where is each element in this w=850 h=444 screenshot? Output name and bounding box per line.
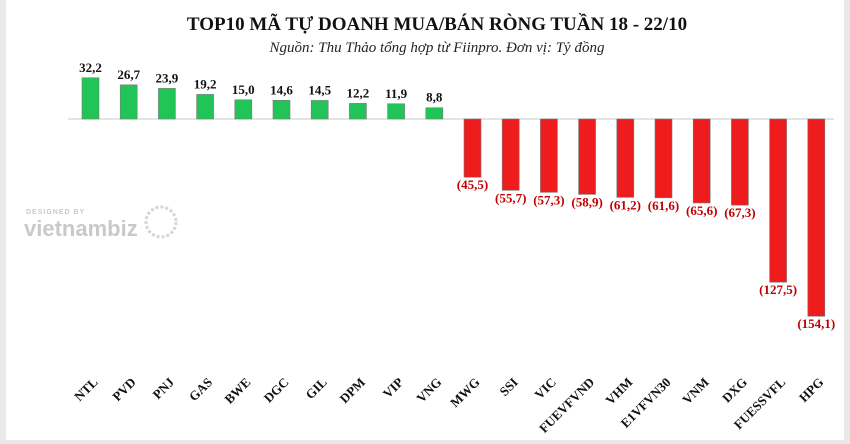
x-tick-label-hpg: HPG	[796, 375, 827, 406]
bar-pnj	[158, 88, 176, 120]
x-tick-label-ssi: SSI	[496, 375, 520, 399]
x-tick-label-gil: GIL	[302, 374, 330, 402]
x-tick-label-vhm: VHM	[602, 375, 635, 408]
bar-vip	[387, 103, 405, 120]
x-tick-label-bwe: BWE	[221, 375, 253, 407]
data-label-gas: 19,2	[194, 76, 217, 91]
data-label-vnm: (65,6)	[686, 203, 717, 218]
chart-card: TOP10 MÃ TỰ DOANH MUA/BÁN RÒNG TUẦN 18 -…	[6, 0, 844, 440]
data-label-gil: 14,5	[308, 82, 331, 97]
x-tick-label-vip: VIP	[380, 374, 406, 400]
chart-title: TOP10 MÃ TỰ DOANH MUA/BÁN RÒNG TUẦN 18 -…	[187, 13, 687, 35]
x-tick-label-dxg: DXG	[719, 375, 750, 406]
bar-dgc	[272, 100, 291, 120]
bar-bwe	[234, 99, 253, 120]
bar-vnm	[692, 118, 711, 204]
data-label-pvd: 26,7	[117, 67, 140, 82]
bar-vhm	[616, 118, 635, 198]
bar-pvd	[119, 84, 138, 120]
x-tick-label-mwg: MWG	[447, 375, 483, 411]
data-label-vip: 11,9	[385, 86, 408, 101]
x-tick-label-vnm: VNM	[679, 375, 712, 408]
x-tick-label-vic: VIC	[532, 375, 559, 402]
data-label-dxg: (67,3)	[724, 205, 755, 220]
bar-mwg	[463, 118, 482, 178]
x-tick-label-pnj: PNJ	[150, 374, 178, 402]
bar-ssi	[501, 118, 520, 191]
bar-e1vfvn30	[654, 118, 673, 199]
bar-dxg	[731, 118, 749, 206]
data-label-dpm: 12,2	[347, 85, 370, 100]
data-label-e1vfvn30: (61,6)	[648, 198, 679, 213]
data-label-vhm: (61,2)	[610, 197, 641, 212]
bar-hpg	[807, 118, 826, 317]
data-label-bwe: 15,0	[232, 82, 255, 97]
watermark-top: DESIGNED BY	[26, 209, 85, 216]
bar-vic	[540, 118, 558, 193]
watermark-ring	[144, 205, 178, 239]
chart-subtitle: Nguồn: Thu Thảo tổng hợp từ Fiinpro. Đơn…	[269, 40, 605, 56]
x-tick-label-gas: GAS	[186, 375, 216, 405]
bar-fuevfvnd	[578, 118, 596, 195]
x-tick-label-pvd: PVD	[109, 375, 138, 404]
watermark: DESIGNED BY vietnambiz	[24, 205, 178, 241]
x-tick-label-ntl: NTL	[71, 374, 101, 404]
bar-ntl	[81, 77, 100, 120]
bar-fuessvfl	[769, 118, 787, 283]
bars-group: 32,2 NTL 26,7 PVD 23,9 PNJ 19,2 GAS 15,0 BWE 14,6 D…	[71, 60, 835, 436]
data-label-pnj: 23,9	[156, 70, 179, 85]
bar-gas	[196, 94, 214, 120]
x-tick-label-vng: VNG	[413, 375, 444, 406]
data-label-ssi: (55,7)	[495, 190, 526, 205]
data-label-fuessvfl: (127,5)	[759, 282, 797, 297]
watermark-logo: vietnambiz	[24, 216, 138, 241]
x-tick-label-dpm: DPM	[336, 375, 368, 407]
data-label-vng: 8,8	[426, 90, 443, 105]
data-label-vic: (57,3)	[533, 192, 564, 207]
data-label-hpg: (154,1)	[797, 316, 835, 331]
data-label-ntl: 32,2	[79, 60, 102, 75]
data-label-mwg: (45,5)	[457, 177, 488, 192]
chart: TOP10 MÃ TỰ DOANH MUA/BÁN RÒNG TUẦN 18 -…	[24, 13, 835, 436]
bar-vng	[425, 107, 444, 120]
bar-gil	[310, 100, 329, 120]
data-label-dgc: 14,6	[270, 82, 293, 97]
x-tick-label-dgc: DGC	[261, 375, 292, 406]
data-label-fuevfvnd: (58,9)	[571, 194, 602, 209]
bar-dpm	[349, 103, 367, 120]
